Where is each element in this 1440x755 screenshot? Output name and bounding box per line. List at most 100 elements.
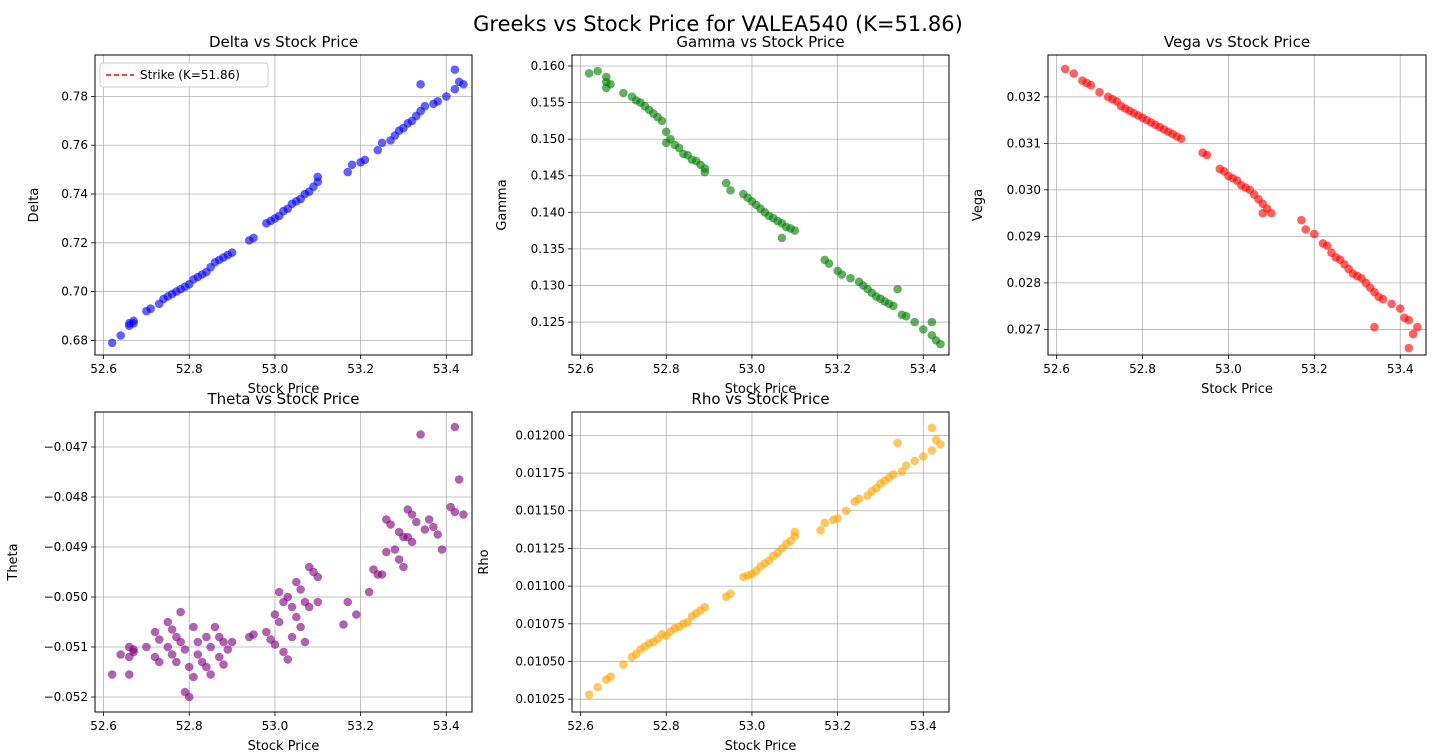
y-tick-label: −0.049 xyxy=(44,540,88,554)
theta-point xyxy=(189,622,198,632)
y-tick-label: −0.048 xyxy=(44,490,88,504)
rho-point xyxy=(910,456,920,466)
theta-point xyxy=(399,562,408,572)
delta-point xyxy=(343,167,353,177)
vega-point xyxy=(1069,69,1079,78)
y-tick-label: 0.72 xyxy=(61,236,88,250)
theta-point xyxy=(352,610,361,619)
gamma-point xyxy=(700,167,710,177)
theta-point xyxy=(176,637,185,647)
theta-point xyxy=(304,602,314,612)
theta-point xyxy=(219,637,228,647)
vega-point xyxy=(1301,225,1311,234)
gamma-subplot: 52.6 52.8 53.0 53.2 53.4 0.125 0.130 0.135 0.140… xyxy=(495,33,950,397)
y-tick-label: −0.051 xyxy=(44,640,88,654)
theta-point xyxy=(180,645,190,654)
gamma-point xyxy=(790,226,800,235)
legend-strike-label: Strike (K=51.86) xyxy=(140,68,240,82)
gamma-point xyxy=(777,233,787,243)
theta-point xyxy=(184,662,194,672)
x-tick-label: 53.0 xyxy=(1215,362,1242,376)
theta-point xyxy=(407,537,417,547)
theta-point xyxy=(219,660,228,669)
delta-point xyxy=(146,304,155,313)
x-tick-label: 52.6 xyxy=(567,362,594,376)
y-tick-label: 0.160 xyxy=(531,59,565,73)
delta-point xyxy=(416,79,425,89)
x-tick-label: 52.6 xyxy=(90,719,117,733)
theta-point xyxy=(227,637,237,647)
vega-point xyxy=(1404,315,1414,325)
theta-point xyxy=(202,632,211,642)
y-tick-label: 0.028 xyxy=(1007,276,1041,290)
theta-point xyxy=(163,617,173,627)
x-tick-label: 53.0 xyxy=(262,719,289,733)
vega-point xyxy=(1395,304,1405,313)
theta-point xyxy=(274,587,284,597)
legend-box xyxy=(99,62,269,88)
gamma-point xyxy=(726,186,735,195)
theta-title: Theta vs Stock Price xyxy=(206,390,359,408)
gamma-point xyxy=(584,68,594,78)
y-tick-label: 0.125 xyxy=(531,315,565,329)
theta-point xyxy=(429,522,438,532)
theta-point xyxy=(129,647,138,657)
theta-subplot: 52.6 52.8 53.0 53.2 53.4 −0.052 −0.051 −0.050 −0… xyxy=(6,390,473,754)
x-tick-label: 52.8 xyxy=(1129,362,1156,376)
x-tick-label: 53.4 xyxy=(1387,362,1414,376)
theta-point xyxy=(206,642,215,652)
theta-point xyxy=(343,597,353,607)
x-tick-label: 52.6 xyxy=(90,362,117,376)
y-tick-label: 0.030 xyxy=(1007,183,1041,197)
gamma-point xyxy=(661,127,671,137)
theta-point xyxy=(107,670,117,679)
theta-point xyxy=(189,672,198,682)
theta-point xyxy=(450,422,460,432)
gamma-ylabel: Gamma xyxy=(495,179,510,230)
rho-point xyxy=(619,660,628,669)
vega-ylabel: Vega xyxy=(971,189,986,221)
delta-point xyxy=(313,172,323,182)
vega-point xyxy=(1176,134,1186,144)
vega-point xyxy=(1408,329,1418,339)
delta-point xyxy=(441,92,451,101)
y-tick-label: 0.74 xyxy=(61,187,88,201)
theta-point xyxy=(296,622,305,632)
y-tick-label: 0.130 xyxy=(531,278,565,292)
delta-point xyxy=(450,65,460,74)
rho-point xyxy=(790,527,800,537)
theta-point xyxy=(377,570,387,579)
y-tick-label: −0.047 xyxy=(44,440,88,454)
theta-point xyxy=(167,650,177,659)
theta-point xyxy=(450,507,460,517)
rho-point xyxy=(820,518,830,528)
gamma-point xyxy=(918,325,928,334)
x-tick-label: 53.0 xyxy=(739,719,766,733)
theta-point xyxy=(364,587,374,597)
theta-point xyxy=(206,670,215,679)
figure-title: Greeks vs Stock Price for VALEA540 (K=51… xyxy=(473,12,963,36)
delta-point xyxy=(107,338,117,348)
y-tick-label: 0.01150 xyxy=(515,504,565,518)
y-tick-label: 0.150 xyxy=(531,132,565,146)
y-tick-label: 0.70 xyxy=(61,285,88,299)
theta-point xyxy=(193,637,203,647)
gamma-title: Gamma vs Stock Price xyxy=(676,33,844,51)
delta-point xyxy=(373,145,383,155)
rho-point xyxy=(584,690,594,699)
y-tick-label: 0.01050 xyxy=(515,654,565,668)
theta-point xyxy=(287,632,297,642)
rho-title: Rho vs Stock Price xyxy=(691,390,829,408)
rho-subplot: 52.6 52.8 53.0 53.2 53.4 0.01025 0.01050 0.0107… xyxy=(477,390,950,754)
theta-point xyxy=(116,650,126,659)
x-tick-label: 52.8 xyxy=(653,719,680,733)
vega-point xyxy=(1404,343,1414,353)
delta-title: Delta vs Stock Price xyxy=(209,33,358,51)
y-tick-label: 0.01175 xyxy=(515,466,565,480)
gamma-axes-frame xyxy=(571,54,950,356)
y-tick-label: −0.050 xyxy=(44,590,88,604)
x-tick-label: 53.0 xyxy=(739,362,766,376)
vega-point xyxy=(1095,87,1104,97)
theta-point xyxy=(270,640,280,649)
